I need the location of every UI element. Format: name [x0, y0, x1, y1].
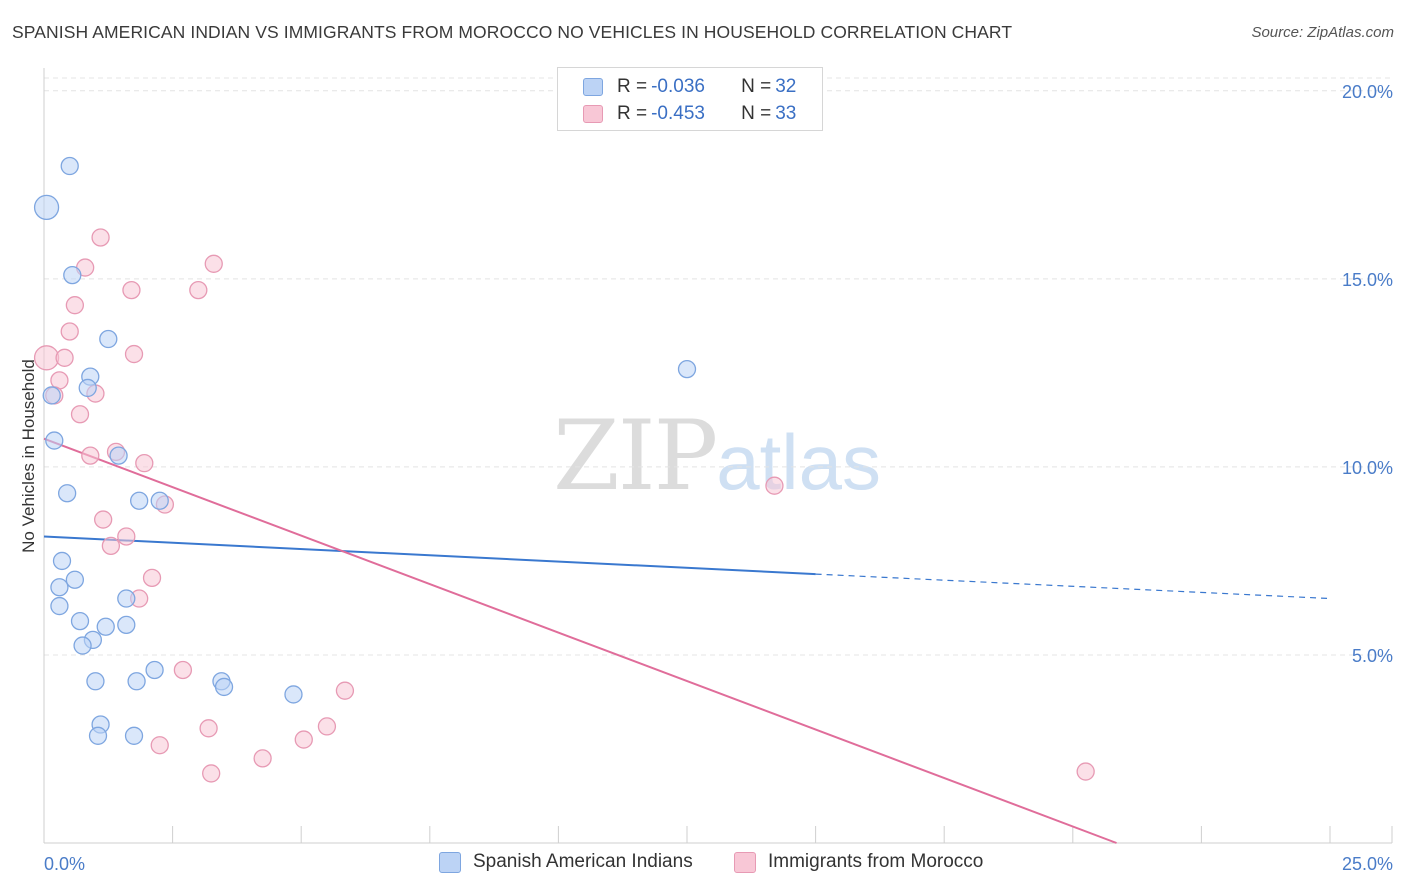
- point-spanish-american-indians: [33, 194, 60, 221]
- point-spanish-american-indians: [42, 386, 61, 405]
- point-immigrants-from-morocco: [65, 296, 85, 315]
- legend-swatch-blue: [439, 851, 461, 873]
- point-spanish-american-indians: [50, 596, 69, 616]
- legend-swatch-pink: [583, 105, 603, 123]
- trend-line-spanish-american-indians: [43, 535, 816, 576]
- point-spanish-american-indians: [96, 617, 115, 636]
- legend-n-label: N =: [741, 76, 772, 97]
- point-spanish-american-indians: [284, 685, 303, 704]
- point-immigrants-from-morocco: [33, 345, 60, 371]
- y-tick-label: 15.0%: [1342, 270, 1393, 290]
- tick-labels: 5.0% 10.0% 15.0% 20.0% 0.0% 25.0%: [44, 82, 1393, 874]
- y-tick-label: 20.0%: [1342, 82, 1393, 102]
- series-legend: Spanish American Indians Immigrants from…: [0, 851, 1406, 877]
- point-spanish-american-indians: [65, 570, 85, 589]
- legend-r-label: R =: [617, 103, 648, 124]
- point-immigrants-from-morocco: [335, 681, 355, 700]
- trend-line-immigrants-from-morocco: [43, 437, 1117, 844]
- legend-n-value: 32: [775, 76, 797, 97]
- watermark-zip: ZIP: [553, 400, 718, 512]
- point-immigrants-from-morocco: [189, 280, 208, 300]
- point-immigrants-from-morocco: [204, 254, 223, 273]
- point-spanish-american-indians: [60, 156, 79, 176]
- point-immigrants-from-morocco: [173, 660, 193, 680]
- chart-title: SPANISH AMERICAN INDIAN VS IMMIGRANTS FR…: [12, 22, 1013, 42]
- data-points: [33, 156, 1095, 783]
- source-credit: Source: ZipAtlas.com: [1251, 24, 1394, 41]
- point-spanish-american-indians: [45, 431, 64, 450]
- watermark-atlas: atlas: [716, 418, 881, 506]
- point-spanish-american-indians: [130, 491, 149, 510]
- point-spanish-american-indians: [70, 611, 90, 631]
- legend-series-label: Immigrants from Morocco: [768, 851, 984, 872]
- axes: [43, 68, 1393, 844]
- legend-row-pink: R = -0.453 N = 33: [558, 101, 796, 127]
- watermark: ZIPatlas: [553, 400, 881, 512]
- point-immigrants-from-morocco: [122, 280, 141, 300]
- point-spanish-american-indians: [127, 672, 146, 691]
- legend-item-immigrants-from-morocco: Immigrants from Morocco: [734, 851, 983, 873]
- point-immigrants-from-morocco: [199, 719, 218, 738]
- y-axis-label: No Vehicles in Household: [19, 359, 38, 553]
- point-immigrants-from-morocco: [1076, 762, 1095, 781]
- trend-line-extension: [815, 573, 1331, 600]
- point-immigrants-from-morocco: [135, 453, 154, 473]
- point-spanish-american-indians: [57, 484, 77, 503]
- point-immigrants-from-morocco: [150, 736, 169, 755]
- legend-r-label: R =: [617, 76, 648, 97]
- point-spanish-american-indians: [150, 491, 169, 510]
- legend-swatch-blue: [583, 78, 603, 96]
- point-spanish-american-indians: [677, 359, 697, 379]
- point-immigrants-from-morocco: [294, 730, 313, 749]
- point-spanish-american-indians: [214, 677, 234, 697]
- legend-r-value: -0.453: [651, 103, 705, 124]
- legend-r-value: -0.036: [651, 76, 705, 97]
- point-immigrants-from-morocco: [317, 717, 337, 736]
- point-immigrants-from-morocco: [70, 405, 90, 424]
- point-immigrants-from-morocco: [60, 322, 79, 341]
- point-immigrants-from-morocco: [253, 749, 272, 768]
- x-tick-label: 0.0%: [44, 854, 85, 874]
- legend-series-label: Spanish American Indians: [473, 851, 693, 872]
- point-immigrants-from-morocco: [202, 764, 221, 783]
- legend-n-value: 33: [775, 103, 797, 124]
- point-spanish-american-indians: [117, 589, 136, 608]
- point-spanish-american-indians: [117, 615, 136, 635]
- point-immigrants-from-morocco: [91, 228, 110, 247]
- point-spanish-american-indians: [99, 329, 118, 349]
- point-spanish-american-indians: [73, 636, 92, 655]
- legend-row-blue: R = -0.036 N = 32: [558, 74, 796, 100]
- legend-n-label: N =: [741, 103, 772, 124]
- y-tick-label: 5.0%: [1352, 646, 1393, 666]
- point-immigrants-from-morocco: [55, 348, 74, 367]
- legend-item-spanish-american-indians: Spanish American Indians: [439, 851, 693, 873]
- point-immigrants-from-morocco: [117, 527, 136, 546]
- point-spanish-american-indians: [88, 726, 108, 745]
- x-tick-label: 25.0%: [1342, 854, 1393, 874]
- y-tick-label: 10.0%: [1342, 458, 1393, 478]
- trend-lines: [43, 437, 1331, 844]
- point-spanish-american-indians: [109, 446, 128, 465]
- point-immigrants-from-morocco: [94, 510, 113, 529]
- point-immigrants-from-morocco: [124, 344, 144, 364]
- point-spanish-american-indians: [50, 578, 69, 597]
- point-immigrants-from-morocco: [765, 476, 784, 495]
- point-spanish-american-indians: [86, 672, 105, 691]
- point-spanish-american-indians: [78, 378, 97, 398]
- point-spanish-american-indians: [124, 726, 144, 745]
- point-immigrants-from-morocco: [81, 446, 100, 465]
- point-spanish-american-indians: [52, 551, 72, 571]
- point-immigrants-from-morocco: [101, 536, 121, 556]
- point-spanish-american-indians: [63, 265, 82, 285]
- correlation-legend: R = -0.036 N = 32 R = -0.453 N = 33: [557, 67, 823, 131]
- point-immigrants-from-morocco: [142, 568, 162, 588]
- point-spanish-american-indians: [145, 660, 164, 680]
- legend-swatch-pink: [734, 851, 756, 873]
